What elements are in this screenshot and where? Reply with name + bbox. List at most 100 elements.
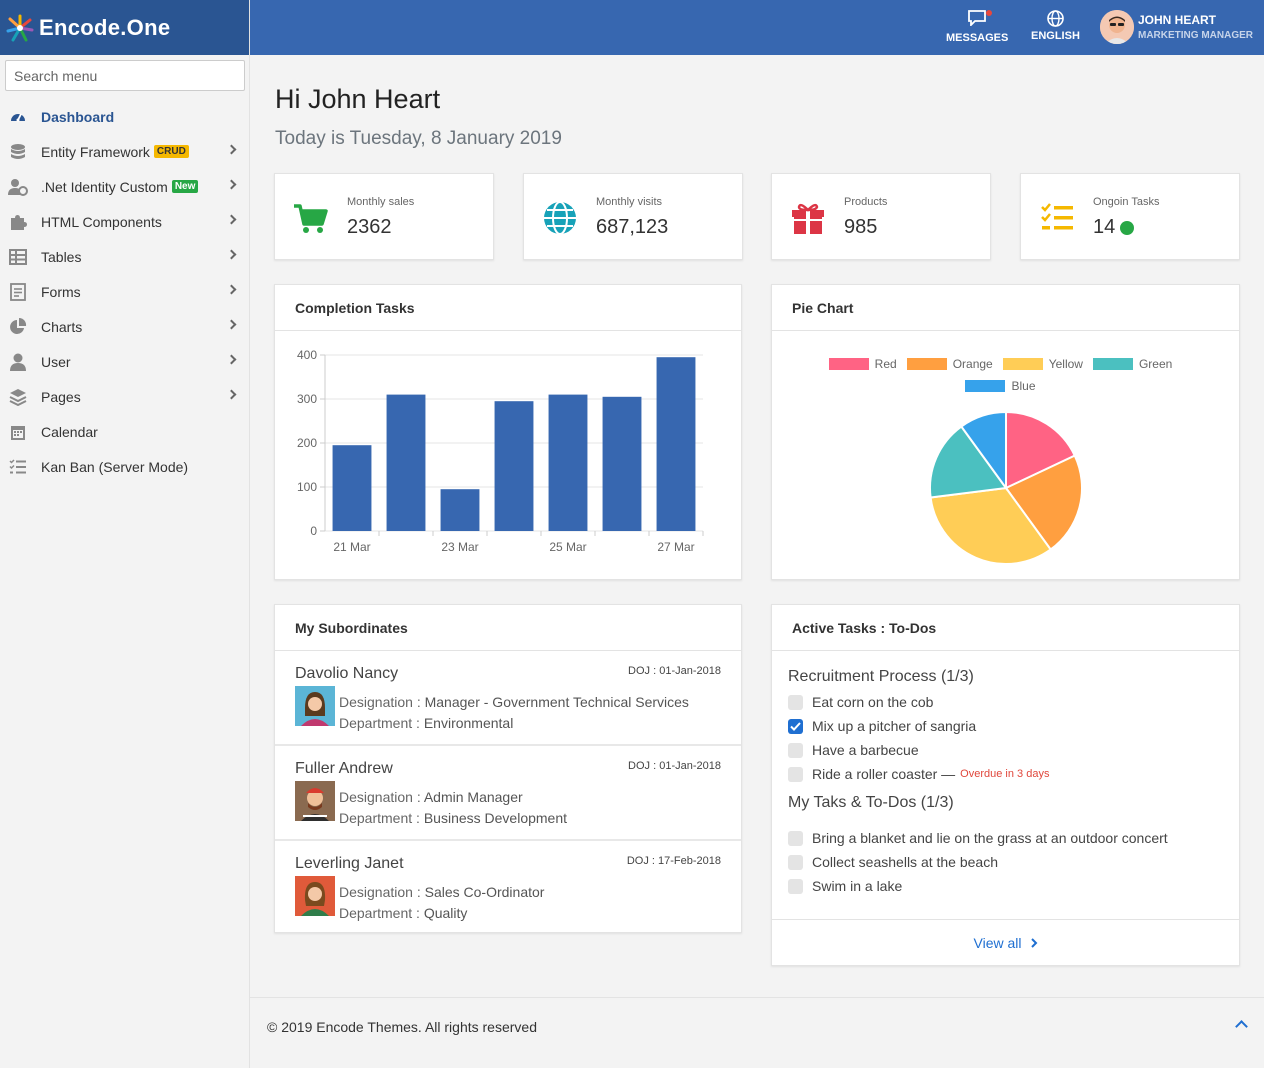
y-tick-label: 100 bbox=[297, 480, 317, 494]
stat-label: Products bbox=[844, 196, 888, 208]
todo-checkbox[interactable] bbox=[788, 718, 803, 734]
sidebar-menu: Dashboard Entity Framework CRUD .Net Ide… bbox=[0, 99, 249, 484]
todo-item[interactable]: Mix up a pitcher of sangria bbox=[772, 714, 1239, 738]
messages-button[interactable]: MESSAGES bbox=[946, 10, 1008, 44]
sidebar-item-html-components[interactable]: HTML Components bbox=[0, 204, 249, 239]
y-tick-label: 400 bbox=[297, 348, 317, 362]
card-title: Completion Tasks bbox=[275, 285, 741, 331]
legend-item[interactable]: Yellow bbox=[1002, 357, 1083, 371]
sidebar-item-charts[interactable]: Charts bbox=[0, 309, 249, 344]
stat-card-sales: Monthly sales 2362 bbox=[274, 173, 494, 260]
todo-text: Bring a blanket and lie on the grass at … bbox=[812, 830, 1168, 846]
pie-slice[interactable] bbox=[929, 425, 1008, 499]
subordinate-name: Fuller Andrew bbox=[295, 760, 393, 777]
gift-icon bbox=[792, 203, 824, 234]
tasks-icon bbox=[8, 457, 28, 477]
sidebar-item-kanban[interactable]: Kan Ban (Server Mode) bbox=[0, 449, 249, 484]
subordinate-department: Department : Quality bbox=[339, 905, 468, 921]
messages-label: MESSAGES bbox=[946, 32, 1009, 44]
sidebar-item-identity-custom[interactable]: .Net Identity Custom New bbox=[0, 169, 249, 204]
bar[interactable] bbox=[386, 394, 426, 531]
brand[interactable]: Encode.One bbox=[0, 0, 249, 55]
pie-chart bbox=[929, 410, 1083, 565]
todo-checkbox[interactable] bbox=[788, 878, 803, 894]
sidebar-item-user[interactable]: User bbox=[0, 344, 249, 379]
legend-item[interactable]: Green bbox=[1092, 357, 1173, 371]
subordinate-doj: DOJ : 17-Feb-2018 bbox=[626, 855, 721, 867]
sidebar-item-label: HTML Components bbox=[41, 213, 162, 230]
sidebar-item-label: Calendar bbox=[41, 423, 98, 440]
x-tick-label: 25 Mar bbox=[549, 540, 586, 554]
layers-icon bbox=[8, 387, 28, 407]
status-dot bbox=[1120, 220, 1135, 235]
subordinate-item[interactable]: Leverling Janet DOJ : 17-Feb-2018 Design… bbox=[275, 841, 741, 936]
todo-text: Eat corn on the cob bbox=[812, 694, 934, 710]
stat-card-tasks: Ongoin Tasks 14 bbox=[1020, 173, 1240, 260]
completion-tasks-card: Completion Tasks 0 100 200 300 400 21 Mar 23 M… bbox=[274, 284, 742, 580]
todo-checkbox[interactable] bbox=[788, 766, 803, 782]
pie-slice[interactable] bbox=[1005, 410, 1077, 490]
chevron-right-icon bbox=[226, 389, 237, 400]
subordinate-item[interactable]: Fuller Andrew DOJ : 01-Jan-2018 Designat… bbox=[275, 746, 741, 841]
search-input[interactable] bbox=[5, 60, 245, 91]
sidebar-item-label: Entity Framework bbox=[41, 143, 150, 160]
scroll-to-top-icon[interactable] bbox=[1235, 1020, 1248, 1033]
topbar: MESSAGES ENGLISH JOHN HEART MARKETING MA… bbox=[250, 0, 1264, 55]
legend-swatch bbox=[906, 358, 947, 370]
view-all-label: View all bbox=[973, 934, 1022, 951]
todo-item[interactable]: Collect seashells at the beach bbox=[772, 850, 1239, 874]
todo-checkbox[interactable] bbox=[788, 854, 803, 870]
subordinate-designation: Designation : Manager - Government Techn… bbox=[339, 694, 689, 710]
card-title: My Subordinates bbox=[275, 605, 741, 651]
chevron-right-icon bbox=[226, 249, 237, 260]
todo-item[interactable]: Have a barbecue bbox=[772, 738, 1239, 762]
todo-item[interactable]: Ride a roller coaster — Overdue in 3 day… bbox=[772, 762, 1239, 786]
database-icon bbox=[8, 142, 28, 162]
sidebar-item-calendar[interactable]: Calendar bbox=[0, 414, 249, 449]
user-menu[interactable]: JOHN HEART MARKETING MANAGER bbox=[1100, 10, 1253, 44]
todo-checkbox[interactable] bbox=[788, 830, 803, 846]
table-icon bbox=[8, 247, 28, 267]
todo-item[interactable]: Swim in a lake bbox=[772, 874, 1239, 898]
legend-label: Green bbox=[1138, 357, 1173, 371]
overdue-note: Overdue in 3 days bbox=[960, 768, 1050, 780]
legend-item[interactable]: Red bbox=[828, 357, 897, 371]
bar-chart: 0 100 200 300 400 21 Mar 23 Mar 25 Mar 27 Mar bbox=[297, 348, 704, 554]
bar[interactable] bbox=[602, 396, 642, 531]
todo-item[interactable]: Eat corn on the cob bbox=[772, 690, 1239, 714]
sidebar-item-dashboard[interactable]: Dashboard bbox=[0, 99, 249, 134]
language-button[interactable]: ENGLISH bbox=[1031, 10, 1080, 42]
view-all-link[interactable]: View all bbox=[772, 919, 1239, 965]
bar[interactable] bbox=[440, 489, 480, 531]
todo-checkbox[interactable] bbox=[788, 694, 803, 710]
todo-checkbox[interactable] bbox=[788, 742, 803, 758]
bar[interactable] bbox=[548, 394, 588, 531]
legend-label: Orange bbox=[952, 357, 993, 371]
legend-item[interactable]: Blue bbox=[965, 379, 1036, 393]
subordinate-doj: DOJ : 01-Jan-2018 bbox=[628, 665, 721, 677]
bar[interactable] bbox=[332, 445, 372, 531]
user-name: JOHN HEART bbox=[1138, 13, 1217, 27]
pie-slice[interactable] bbox=[1004, 454, 1083, 551]
form-icon bbox=[8, 282, 28, 302]
legend-swatch bbox=[1002, 358, 1043, 370]
bar[interactable] bbox=[494, 401, 534, 531]
sidebar-item-tables[interactable]: Tables bbox=[0, 239, 249, 274]
sidebar-item-forms[interactable]: Forms bbox=[0, 274, 249, 309]
dashboard-icon bbox=[8, 107, 28, 127]
users-cog-icon bbox=[8, 177, 28, 197]
pie-slice[interactable] bbox=[959, 410, 1007, 492]
pie-slice[interactable] bbox=[929, 486, 1053, 565]
sidebar-item-entity-framework[interactable]: Entity Framework CRUD bbox=[0, 134, 249, 169]
bar[interactable] bbox=[656, 357, 696, 531]
avatar bbox=[1100, 10, 1134, 44]
legend-label: Red bbox=[874, 357, 897, 371]
globe-icon bbox=[1047, 10, 1064, 27]
sidebar-item-label: Forms bbox=[41, 283, 81, 300]
legend-item[interactable]: Orange bbox=[906, 357, 993, 371]
todo-item[interactable]: Bring a blanket and lie on the grass at … bbox=[772, 826, 1239, 850]
subordinate-item[interactable]: Davolio Nancy DOJ : 01-Jan-2018 Designat… bbox=[275, 651, 741, 746]
subordinate-name: Leverling Janet bbox=[295, 855, 404, 872]
sidebar-item-pages[interactable]: Pages bbox=[0, 379, 249, 414]
todo-text: Collect seashells at the beach bbox=[812, 854, 998, 870]
